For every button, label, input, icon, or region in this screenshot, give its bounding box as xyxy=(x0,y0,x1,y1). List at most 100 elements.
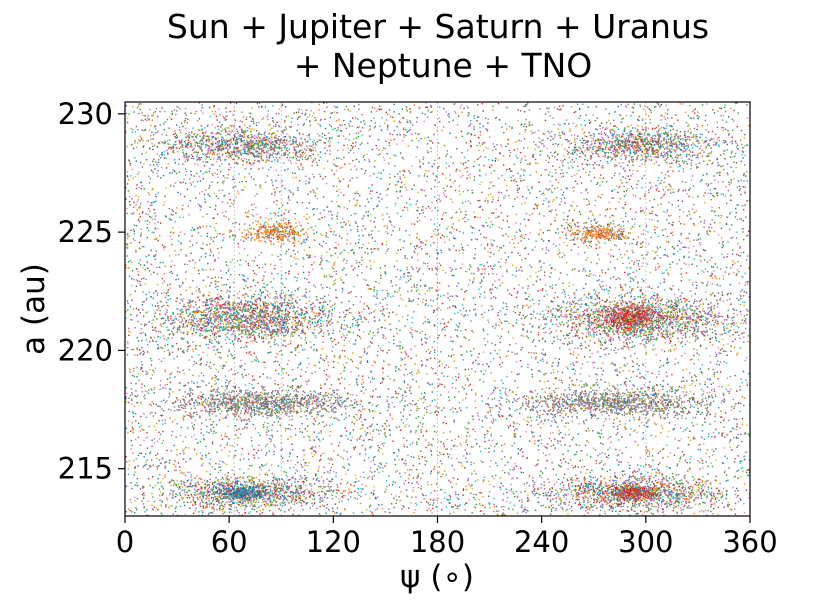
data-point xyxy=(625,446,627,449)
data-point xyxy=(297,461,299,464)
data-point xyxy=(563,197,566,199)
data-point xyxy=(713,450,715,453)
data-point xyxy=(332,408,335,410)
data-point xyxy=(189,240,191,242)
data-point xyxy=(284,169,286,171)
data-point xyxy=(453,360,456,362)
data-point xyxy=(195,362,198,364)
data-point xyxy=(359,416,362,418)
data-point xyxy=(261,118,264,120)
data-point xyxy=(377,247,379,250)
data-point xyxy=(559,440,561,442)
data-point xyxy=(133,278,135,281)
data-point xyxy=(457,376,460,378)
data-point xyxy=(263,396,265,398)
data-point xyxy=(693,315,695,317)
data-point xyxy=(540,269,542,271)
data-point xyxy=(661,195,664,198)
data-point xyxy=(169,388,171,390)
data-point xyxy=(297,387,299,389)
data-point xyxy=(388,407,390,409)
data-point xyxy=(602,491,604,493)
data-point xyxy=(192,374,194,376)
data-point xyxy=(295,347,298,349)
data-point xyxy=(548,188,551,190)
data-point xyxy=(451,464,453,467)
data-point xyxy=(706,163,708,166)
data-point xyxy=(707,473,709,475)
data-point xyxy=(435,268,437,270)
data-point xyxy=(527,363,529,366)
data-point xyxy=(362,424,364,427)
data-point xyxy=(739,303,741,306)
data-point xyxy=(555,231,557,234)
data-point xyxy=(623,190,625,193)
data-point xyxy=(234,405,237,407)
data-point xyxy=(650,331,652,333)
data-point xyxy=(425,253,427,255)
data-point xyxy=(148,221,151,224)
data-point xyxy=(252,146,255,149)
data-point xyxy=(484,447,486,450)
data-point xyxy=(356,228,359,231)
data-point xyxy=(175,465,177,468)
data-point xyxy=(199,209,202,211)
data-point xyxy=(662,380,665,382)
data-point xyxy=(126,237,129,240)
data-point xyxy=(343,467,346,469)
data-point xyxy=(572,466,574,469)
data-point xyxy=(127,473,130,476)
data-point xyxy=(287,248,290,251)
data-point xyxy=(725,362,728,364)
data-point xyxy=(323,142,325,144)
data-point xyxy=(617,105,619,108)
data-point xyxy=(334,356,336,358)
data-point xyxy=(312,422,314,425)
data-point xyxy=(666,485,668,487)
data-point xyxy=(362,156,364,158)
data-point xyxy=(519,449,521,451)
data-point xyxy=(246,427,248,430)
data-point xyxy=(584,483,587,485)
data-point xyxy=(521,203,523,205)
data-point xyxy=(331,312,333,315)
data-point xyxy=(625,114,627,117)
data-point xyxy=(723,328,725,330)
data-point xyxy=(574,110,577,113)
data-point xyxy=(417,437,420,440)
data-point xyxy=(676,490,679,492)
data-point xyxy=(719,361,722,363)
data-point xyxy=(730,292,732,295)
data-point xyxy=(214,204,217,207)
data-point xyxy=(659,257,662,259)
data-point xyxy=(363,303,365,305)
data-point xyxy=(565,237,568,240)
data-point xyxy=(480,205,482,208)
data-point xyxy=(337,135,339,137)
data-point xyxy=(184,112,186,114)
data-point xyxy=(178,126,181,128)
data-point xyxy=(716,353,718,356)
data-point xyxy=(680,438,682,440)
data-point xyxy=(461,314,463,316)
data-point xyxy=(288,189,291,192)
data-point xyxy=(147,514,149,516)
data-point xyxy=(601,181,604,183)
data-point xyxy=(569,507,571,510)
data-point xyxy=(598,258,600,260)
data-point xyxy=(681,308,683,310)
data-point xyxy=(241,189,243,191)
data-point xyxy=(283,162,285,164)
data-point xyxy=(155,403,158,406)
data-point xyxy=(245,280,247,282)
data-point xyxy=(735,152,737,155)
data-point xyxy=(512,469,514,471)
data-point xyxy=(493,397,496,400)
data-point xyxy=(531,392,533,394)
data-point xyxy=(276,200,278,202)
data-point xyxy=(598,432,600,434)
data-point xyxy=(308,300,310,302)
data-point xyxy=(513,466,515,469)
data-point xyxy=(246,116,248,119)
data-point xyxy=(266,175,268,177)
